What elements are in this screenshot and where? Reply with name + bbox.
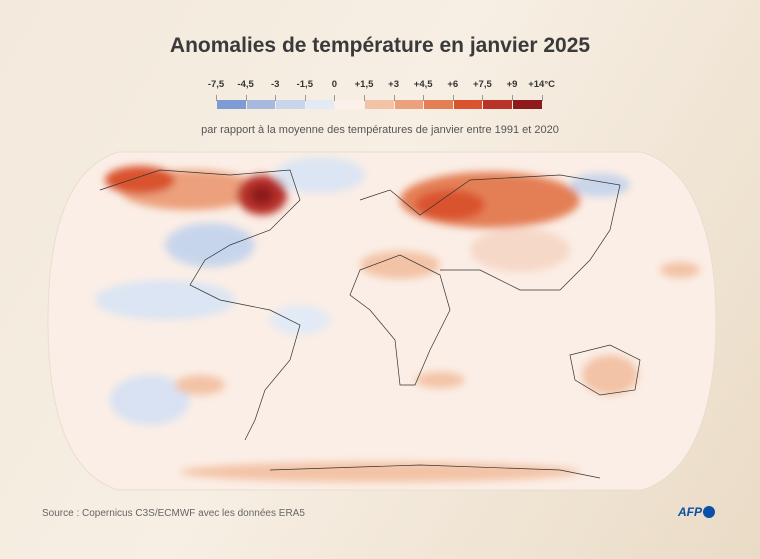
afp-logo: AFP xyxy=(678,505,715,519)
legend-tick-label: -4,5 xyxy=(237,79,254,90)
legend-tick xyxy=(304,95,306,101)
legend-tick-label: +4,5 xyxy=(413,79,433,90)
legend-swatch xyxy=(513,100,542,109)
legend-tick xyxy=(245,95,247,101)
legend-tick-label: +9 xyxy=(506,79,518,90)
legend-tick-label: +3 xyxy=(388,79,400,90)
afp-logo-text: AFP xyxy=(678,505,702,519)
anomaly-field xyxy=(95,157,700,482)
coastlines xyxy=(99,169,641,479)
legend-tick-label: -7,5 xyxy=(207,79,225,90)
legend-tick-label: +14°C xyxy=(528,79,555,90)
legend-tick-label: +1,5 xyxy=(354,79,374,90)
legend-tick-label: -3 xyxy=(270,79,280,90)
legend-swatch xyxy=(217,100,246,109)
map-subtitle: par rapport à la moyenne des température… xyxy=(201,124,559,136)
ocean-background xyxy=(48,152,716,490)
legend-tick xyxy=(541,95,543,101)
legend-tick-label: -1,5 xyxy=(296,79,313,90)
legend-tick-label: +6 xyxy=(447,79,459,90)
legend-swatch xyxy=(246,100,276,109)
legend-swatch xyxy=(424,100,453,109)
legend-swatch xyxy=(276,100,305,109)
legend-tick xyxy=(364,95,365,101)
map-title: Anomalies de température en janvier 2025 xyxy=(169,34,591,57)
source-credit: Source : Copernicus C3S/ECMWF avec les d… xyxy=(42,508,305,519)
afp-logo-dot xyxy=(703,506,715,518)
legend-tick xyxy=(393,95,395,101)
legend-tick-label: +7,5 xyxy=(473,79,492,90)
map-outline xyxy=(47,151,717,491)
legend-swatch xyxy=(305,100,335,109)
legend-swatch xyxy=(365,100,394,109)
legend-tick xyxy=(482,95,484,101)
legend-tick xyxy=(423,95,425,101)
legend-swatch xyxy=(335,100,364,109)
legend-tick xyxy=(216,95,217,101)
legend-tick xyxy=(452,95,454,101)
legend-tick xyxy=(512,95,513,101)
legend-tick xyxy=(275,95,277,101)
legend-swatch xyxy=(453,100,483,109)
legend-swatch xyxy=(483,100,512,109)
color-legend: -7,5 -4,5 -3 -1,5 0 +1,5 +3 +4,5 +6 +7,5 +9 +14°C xyxy=(0,79,760,119)
legend-swatch xyxy=(394,100,424,109)
legend-tick xyxy=(334,95,336,101)
legend-tick-label: 0 xyxy=(331,79,338,90)
